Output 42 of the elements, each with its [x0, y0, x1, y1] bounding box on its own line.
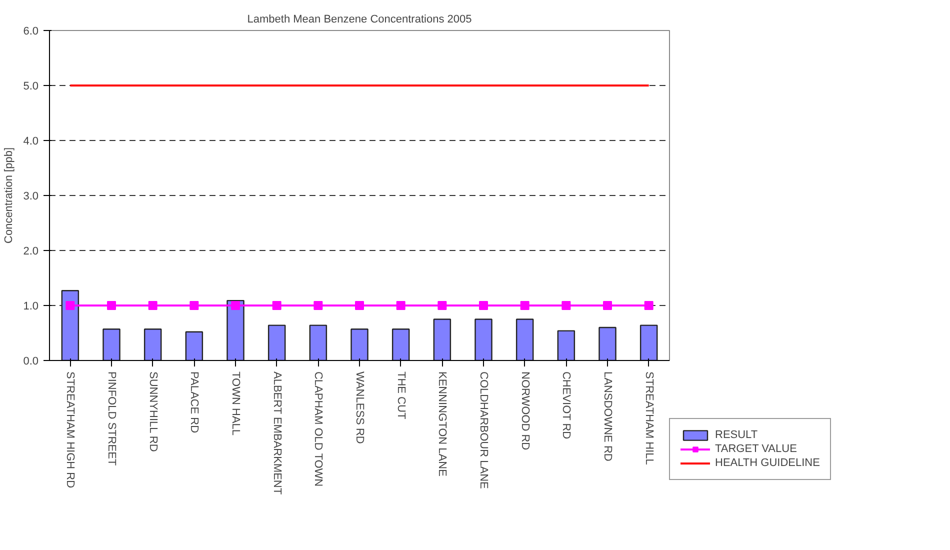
bar [268, 324, 286, 360]
x-tick-label: STREATHAM HIGH RD [64, 372, 76, 488]
y-axis-title: Concentration [ppb] [3, 147, 16, 244]
x-tick-label: CLAPHAM OLD TOWN [312, 372, 324, 487]
x-tick-label: NORWOOD RD [518, 372, 531, 450]
x-tick-label: THE CUT [394, 372, 407, 420]
bar [185, 331, 204, 360]
y-tick-label: 2.0 [23, 246, 39, 258]
bar [350, 328, 368, 360]
x-tick-label: COLDHARBOUR LANE [478, 372, 490, 489]
bar [61, 290, 80, 360]
x-tick-label: WANLESS RD [354, 372, 366, 444]
x-tick-label: STREATHAM HILL [642, 372, 655, 465]
x-tick-label: ALBERT EMBARKMENT [270, 372, 283, 495]
x-tick-label: LANSDOWNE RD [602, 372, 614, 462]
legend-label: HEALTH GUIDELINE [715, 457, 820, 469]
x-tick-label: CHEVIOT RD [560, 372, 572, 440]
x-tick-label: SUNNYHILL RD [146, 372, 159, 452]
bar [392, 328, 410, 360]
bar [102, 328, 120, 360]
y-tick-label: 6.0 [23, 26, 39, 38]
legend-label: TARGET VALUE [715, 443, 797, 455]
bar [144, 328, 162, 360]
y-tick-label: 5.0 [23, 80, 39, 92]
bar [640, 324, 658, 360]
x-tick-label: TOWN HALL [230, 372, 242, 436]
x-tick-label: PALACE RD [188, 372, 200, 434]
bar [433, 318, 452, 360]
y-tick-label: 4.0 [23, 136, 39, 148]
bar [474, 318, 492, 360]
y-tick-label: 1.0 [23, 300, 39, 312]
x-tick-label: KENNINGTON LANE [436, 372, 448, 476]
chart-title: Lambeth Mean Benzene Concentrations 2005 [247, 14, 472, 26]
x-tick-label: PINFOLD STREET [106, 372, 118, 466]
bar [309, 324, 328, 360]
bar [226, 300, 244, 360]
legend-label: RESULT [715, 429, 758, 441]
bar [557, 330, 576, 360]
bar [516, 318, 534, 360]
y-tick-label: 3.0 [23, 190, 39, 202]
bar [598, 326, 616, 360]
y-tick-label: 0.0 [23, 356, 39, 368]
